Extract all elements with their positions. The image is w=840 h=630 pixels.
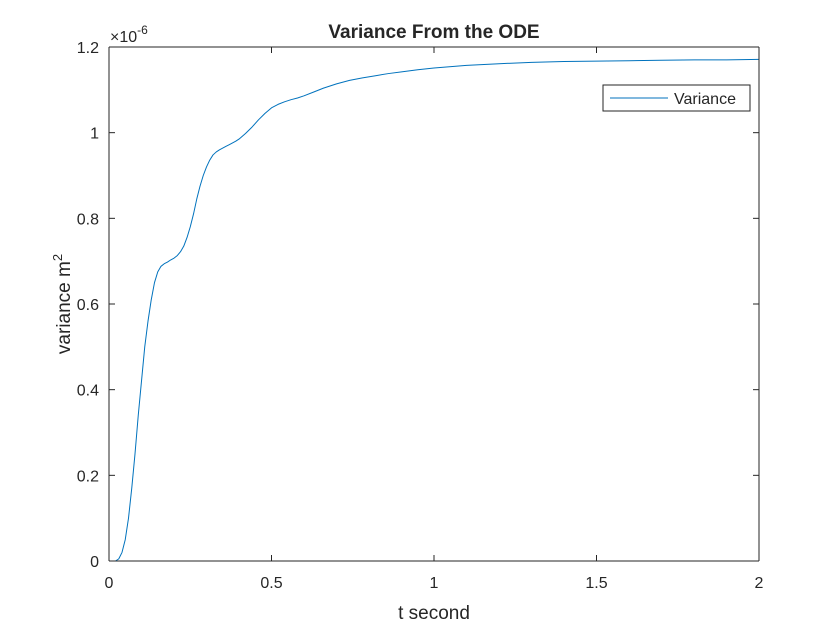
- y-tick-label: 0.4: [77, 383, 99, 400]
- y-axis-label-superscript: 2: [50, 254, 65, 261]
- y-axis-exponent-base: ×10: [110, 29, 137, 46]
- y-tick-label: 0.8: [77, 211, 99, 228]
- y-axis-label-main: variance m: [54, 261, 75, 354]
- ticks-layer: 0 0.5 1 1.5 2 0 0.2 0.4 0.6 0.8 1 1.2: [77, 40, 764, 592]
- series-line-variance: [109, 58, 760, 562]
- y-tick-label: 1.2: [77, 40, 99, 57]
- x-tick-label: 1.5: [585, 575, 607, 592]
- y-tick-label: 1: [90, 126, 99, 143]
- legend-series-label: Variance: [674, 91, 736, 108]
- x-tick-label: 0.5: [260, 575, 282, 592]
- x-axis-label: t second: [398, 603, 470, 624]
- x-tick-label: 2: [755, 575, 764, 592]
- legend[interactable]: Variance: [602, 84, 751, 112]
- chart-title: Variance From the ODE: [328, 22, 539, 43]
- y-tick-label: 0.2: [77, 468, 99, 485]
- y-axis-label: variance m2: [50, 254, 75, 354]
- plot-area: [109, 47, 759, 561]
- y-axis-exponent: ×10-6: [110, 23, 148, 46]
- x-tick-label: 0: [105, 575, 114, 592]
- x-tick-label: 1: [430, 575, 439, 592]
- y-axis-exponent-power: -6: [137, 23, 148, 37]
- series-layer: [109, 58, 760, 562]
- y-tick-label: 0: [90, 554, 99, 571]
- y-tick-label: 0.6: [77, 297, 99, 314]
